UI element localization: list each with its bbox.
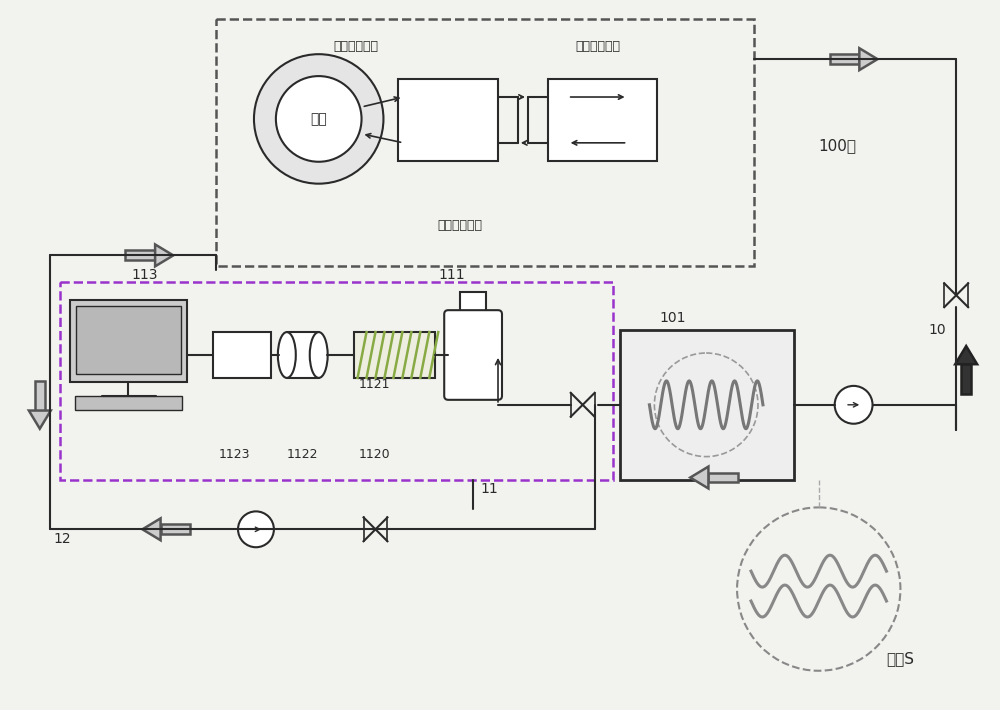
Text: 1122: 1122: [287, 448, 318, 461]
Bar: [60, 283, 613, 479]
Text: 1120: 1120: [359, 448, 390, 461]
Polygon shape: [155, 244, 173, 266]
Text: 三回路冷却剂: 三回路冷却剂: [575, 40, 620, 53]
FancyBboxPatch shape: [444, 310, 502, 400]
Text: 1123: 1123: [219, 448, 251, 461]
Text: 12: 12: [54, 532, 71, 546]
Polygon shape: [142, 518, 161, 540]
Text: 100：: 100：: [819, 138, 857, 153]
Text: 弯管S: 弯管S: [886, 651, 914, 666]
Circle shape: [835, 386, 873, 424]
Bar: [961, 364, 971, 394]
Text: 111: 111: [438, 268, 465, 283]
Polygon shape: [29, 410, 51, 429]
Bar: [75, 396, 182, 410]
Bar: [708, 473, 738, 483]
Bar: [125, 251, 155, 261]
Polygon shape: [690, 466, 708, 488]
Bar: [216, 19, 754, 266]
Circle shape: [254, 54, 383, 184]
Bar: [830, 54, 859, 64]
Bar: [460, 293, 486, 314]
Text: 101: 101: [659, 311, 686, 325]
Polygon shape: [859, 48, 878, 70]
Bar: [213, 332, 271, 378]
Text: 10: 10: [928, 323, 946, 337]
Text: 堆芯: 堆芯: [310, 112, 327, 126]
Circle shape: [238, 511, 274, 547]
Bar: [354, 332, 435, 378]
Text: 一回路冷却剂: 一回路冷却剂: [333, 40, 378, 53]
Bar: [287, 332, 319, 378]
Bar: [35, 381, 45, 410]
Bar: [620, 330, 794, 479]
Ellipse shape: [310, 332, 328, 378]
Circle shape: [276, 76, 362, 162]
Text: 113: 113: [131, 268, 158, 283]
Bar: [70, 300, 187, 382]
Bar: [161, 525, 190, 534]
Bar: [398, 79, 498, 160]
Text: 1121: 1121: [359, 378, 390, 391]
Bar: [76, 306, 181, 374]
Polygon shape: [955, 346, 977, 364]
Bar: [548, 79, 657, 160]
Ellipse shape: [278, 332, 296, 378]
Text: 11: 11: [480, 483, 498, 496]
Text: 二回路冷却剂: 二回路冷却剂: [438, 219, 483, 232]
